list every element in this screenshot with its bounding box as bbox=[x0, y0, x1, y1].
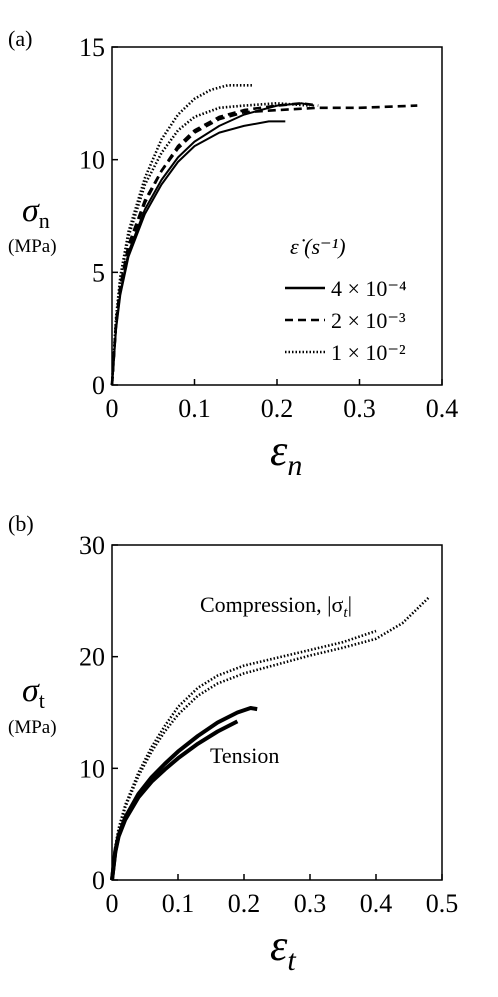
y-tick-label: 30 bbox=[79, 531, 105, 560]
panel-b-xlabel: εt bbox=[270, 921, 296, 977]
legend-label-dotted: 1 × 10⁻² bbox=[331, 340, 406, 365]
panel-a-series bbox=[110, 84, 418, 386]
x-tick-label: 0.3 bbox=[343, 394, 376, 423]
y-tick-label: 0 bbox=[92, 866, 105, 895]
annotation-tension: Tension bbox=[210, 743, 279, 768]
y-tick-label: 5 bbox=[92, 258, 105, 287]
x-tick-label: 0.1 bbox=[178, 394, 211, 423]
x-tick-label: 0.2 bbox=[261, 394, 294, 423]
x-tick-label: 0.4 bbox=[426, 394, 459, 423]
panel-a-label: (a) bbox=[8, 26, 32, 51]
y-tick-label: 10 bbox=[79, 146, 105, 175]
x-tick-label: 0.4 bbox=[360, 889, 393, 918]
y-tick-label: 0 bbox=[92, 371, 105, 400]
x-tick-label: 0.1 bbox=[162, 889, 195, 918]
series-line-dotted-3 bbox=[110, 596, 430, 881]
panel-b-ylabel: σt bbox=[22, 672, 45, 713]
series-line-dashed-3 bbox=[110, 102, 319, 386]
panel-a-ylabel-subscript: n bbox=[39, 208, 50, 233]
panel-b-y-ticks: 0 10 20 30 bbox=[79, 531, 118, 895]
panel-b-series bbox=[110, 596, 430, 881]
panel-b-ylabel-unit: (MPa) bbox=[8, 717, 57, 738]
x-tick-label: 0.3 bbox=[294, 889, 327, 918]
series-line-solid-0 bbox=[111, 120, 286, 386]
annotation-compression-sub: t bbox=[343, 605, 348, 621]
panel-a-legend: ε̇ (s⁻¹) 4 × 10⁻⁴ 2 × 10⁻³ 1 × 10⁻² bbox=[285, 234, 407, 365]
panel-a-ylabel-symbol: σ bbox=[22, 192, 40, 229]
annotation-compression-end: | bbox=[348, 592, 352, 617]
panel-b-ylabel-subscript: t bbox=[39, 688, 45, 713]
series-line-solid-1 bbox=[111, 102, 315, 386]
series-line-dotted-5 bbox=[110, 102, 311, 386]
panel-b-x-ticks: 0 0.1 0.2 0.3 0.4 0.5 bbox=[106, 874, 459, 918]
panel-a-xlabel-subscript: n bbox=[287, 449, 302, 482]
y-tick-label: 10 bbox=[79, 754, 105, 783]
panel-a-plot-frame bbox=[111, 46, 443, 386]
series-line-bold-solid-1 bbox=[110, 706, 258, 881]
panel-a-xlabel-symbol: ε bbox=[270, 426, 288, 475]
y-tick-label: 20 bbox=[79, 643, 105, 672]
panel-b-plot-frame bbox=[111, 544, 443, 881]
x-tick-label: 0 bbox=[106, 394, 119, 423]
panel-a-y-ticks: 0 5 10 15 bbox=[79, 33, 118, 400]
legend-title: ε̇ (s⁻¹) bbox=[290, 234, 346, 259]
legend-label-solid: 4 × 10⁻⁴ bbox=[331, 276, 407, 301]
x-tick-label: 0 bbox=[106, 889, 119, 918]
panel-b-xlabel-subscript: t bbox=[287, 944, 296, 977]
x-tick-label: 0.5 bbox=[426, 889, 459, 918]
x-tick-label: 0.2 bbox=[228, 889, 261, 918]
annotation-compression-main: Compression, |σ bbox=[200, 592, 344, 617]
panel-a-ylabel-unit: (MPa) bbox=[8, 236, 57, 257]
panel-a-ylabel: σn bbox=[22, 192, 50, 233]
panel-b-label: (b) bbox=[8, 511, 34, 536]
panel-b-xlabel-symbol: ε bbox=[270, 921, 288, 970]
y-tick-label: 15 bbox=[79, 33, 105, 62]
panel-b-ylabel-symbol: σ bbox=[22, 672, 40, 709]
annotation-compression: Compression, |σt| bbox=[200, 592, 352, 621]
panel-a-x-ticks: 0 0.1 0.2 0.3 0.4 bbox=[106, 379, 459, 423]
panel-a-xlabel: εn bbox=[270, 426, 302, 482]
legend-label-dashed: 2 × 10⁻³ bbox=[331, 308, 406, 333]
